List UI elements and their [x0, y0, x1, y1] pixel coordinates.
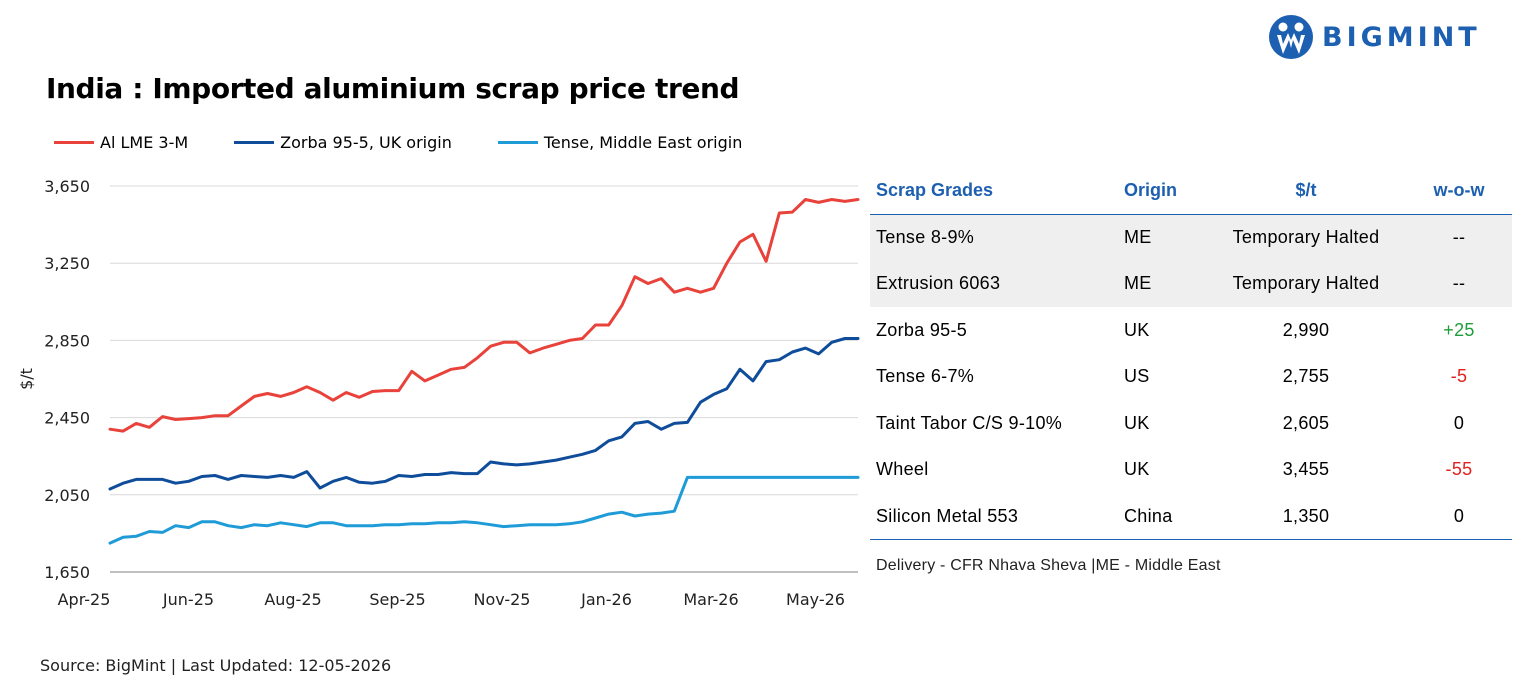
header-scrap-grades: Scrap Grades	[870, 168, 1118, 215]
legend-label-zorba: Zorba 95-5, UK origin	[280, 133, 452, 152]
cell-price: Temporary Halted	[1206, 260, 1406, 307]
cell-grade: Wheel	[876, 459, 929, 480]
legend-swatch-lme	[54, 141, 94, 144]
price-table: Scrap Grades Origin $/t w-o-w Tense 8-9%…	[870, 168, 1512, 540]
cell-origin: UK	[1124, 412, 1150, 433]
legend-label-lme: Al LME 3-M	[100, 133, 189, 152]
x-tick-label: Jan-26	[580, 590, 632, 609]
cell-price: 2,605	[1282, 412, 1330, 433]
line-chart: 3,650 3,250 2,850 2,450 2,050 1,650 Apr-25 Jun-…	[17, 177, 860, 609]
legend-swatch-zorba	[234, 141, 275, 144]
legend-item-zorba: Zorba 95-5, UK origin	[234, 133, 452, 152]
x-tick-label: Nov-25	[474, 590, 531, 609]
cell-origin: UK	[1124, 459, 1150, 480]
chart-legend: Al LME 3-M Zorba 95-5, UK origin Tense, …	[54, 133, 788, 152]
cell-grade: Extrusion 6063	[870, 260, 1118, 307]
cell-wow: -5	[1450, 366, 1468, 387]
table-row: Extrusion 6063 ME Temporary Halted --	[870, 260, 1512, 307]
y-axis-label: $/t	[17, 368, 36, 390]
legend-swatch-tense	[497, 141, 538, 144]
cell-origin: US	[1124, 366, 1150, 387]
table-row: Tense 8-9% ME Temporary Halted --	[870, 214, 1512, 261]
brand-name: BIGMINT	[1322, 21, 1481, 53]
legend-item-lme: Al LME 3-M	[54, 133, 188, 152]
table-row: Taint Tabor C/S 9-10% UK 2,605 0	[870, 400, 1512, 447]
x-tick-label: Apr-25	[58, 590, 111, 609]
header-price: $/t	[1206, 168, 1406, 215]
y-tick-label: 2,050	[44, 486, 90, 505]
x-tick-label: Sep-25	[369, 590, 425, 609]
cell-wow: -55	[1445, 459, 1473, 480]
y-tick-label: 2,450	[44, 409, 90, 428]
cell-origin: China	[1118, 493, 1206, 540]
y-tick-label: 3,250	[44, 254, 90, 273]
cell-wow: 0	[1406, 493, 1512, 540]
x-tick-label: Aug-25	[264, 590, 321, 609]
cell-wow: --	[1406, 260, 1512, 307]
cell-price: 2,755	[1282, 366, 1330, 387]
cell-grade: Silicon Metal 553	[870, 493, 1118, 540]
table-row: Tense 6-7% US 2,755 -5	[870, 354, 1512, 401]
cell-wow: --	[1406, 214, 1512, 261]
cell-price: 2,990	[1282, 319, 1330, 340]
table-row: Wheel UK 3,455 -55	[870, 447, 1512, 494]
cell-origin: ME	[1118, 260, 1206, 307]
cell-wow: 0	[1453, 412, 1465, 433]
y-tick-label: 2,850	[44, 331, 90, 350]
series-line-zorba	[108, 337, 860, 491]
cell-price: 3,455	[1282, 459, 1330, 480]
header-origin: Origin	[1118, 168, 1206, 215]
table-footnote: Delivery - CFR Nhava Sheva |ME - Middle …	[876, 557, 1221, 574]
x-tick-label: Jun-25	[162, 590, 214, 609]
table-header-row: Scrap Grades Origin $/t w-o-w	[870, 168, 1512, 215]
cell-price: 1,350	[1206, 493, 1406, 540]
cell-origin: ME	[1118, 214, 1206, 261]
x-tick-label: Mar-26	[683, 590, 738, 609]
x-tick-label: May-26	[786, 590, 845, 609]
legend-item-tense: Tense, Middle East origin	[497, 133, 743, 152]
table-row: Zorba 95-5 UK 2,990 +25	[870, 307, 1512, 354]
legend-label-tense: Tense, Middle East origin	[543, 133, 743, 152]
series-line-tense	[108, 475, 860, 545]
cell-wow: +25	[1443, 319, 1475, 340]
bigmint-logo-icon	[1269, 15, 1313, 59]
series-line-lme	[108, 198, 860, 433]
cell-grade: Taint Tabor C/S 9-10%	[876, 412, 1063, 433]
cell-price: Temporary Halted	[1206, 214, 1406, 261]
chart-title: India : Imported aluminium scrap price t…	[46, 72, 740, 105]
cell-grade: Zorba 95-5	[876, 319, 968, 340]
cell-grade: Tense 6-7%	[876, 366, 975, 387]
table-row: Silicon Metal 553 China 1,350 0	[870, 493, 1512, 540]
brand-logo: BIGMINT	[1268, 14, 1481, 60]
source-note: Source: BigMint | Last Updated: 12-05-20…	[40, 656, 392, 675]
header-wow: w-o-w	[1406, 168, 1512, 215]
cell-origin: UK	[1124, 319, 1150, 340]
cell-grade: Tense 8-9%	[870, 214, 1118, 261]
y-tick-label: 1,650	[44, 563, 90, 582]
y-tick-label: 3,650	[44, 177, 90, 196]
